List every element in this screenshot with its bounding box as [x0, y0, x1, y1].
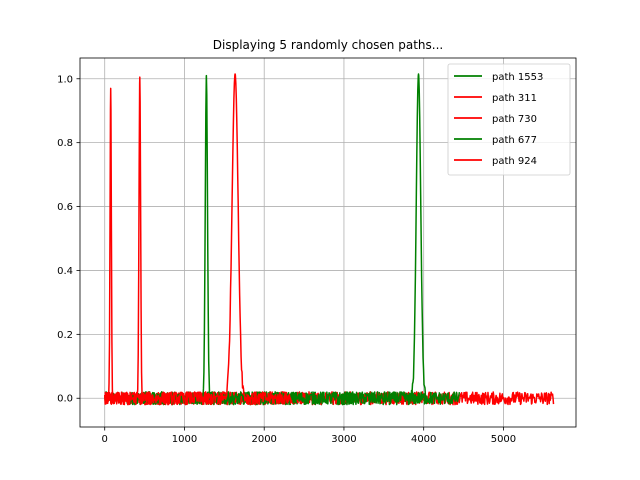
- x-tick-label: 0: [102, 434, 108, 445]
- legend-box: [447, 63, 571, 176]
- x-tick-label: 1000: [172, 434, 197, 445]
- legend-label: path 924: [492, 156, 537, 167]
- x-tick-label: 2000: [251, 434, 276, 445]
- x-tick-label: 4000: [411, 434, 436, 445]
- x-tick-label: 3000: [331, 434, 356, 445]
- series-line-5: [407, 73, 432, 406]
- legend-label: path 730: [492, 114, 537, 125]
- legend: path 1553 path 311 path 730 path 677 path 92…: [447, 63, 571, 176]
- chart-title: Displaying 5 randomly chosen paths...: [213, 38, 443, 52]
- y-tick-label: 0.2: [57, 330, 73, 341]
- legend-label: path 1553: [492, 72, 543, 83]
- y-tick-label: 0.0: [57, 394, 73, 405]
- axes: 0 1000 2000 3000 4000 5000 0.0 0.2 0.4 0.6 0.8 1.0: [57, 74, 516, 445]
- plot-frame: [79, 57, 577, 428]
- y-tick-label: 0.8: [57, 138, 73, 149]
- y-tick-label: 0.6: [57, 202, 73, 213]
- legend-label: path 677: [492, 135, 537, 146]
- x-tick-label: 5000: [491, 434, 516, 445]
- series-layer: [103, 73, 555, 406]
- y-tick-label: 0.4: [57, 266, 73, 277]
- y-tick-label: 1.0: [57, 74, 73, 85]
- legend-label: path 311: [492, 93, 537, 104]
- series-line-4: [103, 73, 293, 406]
